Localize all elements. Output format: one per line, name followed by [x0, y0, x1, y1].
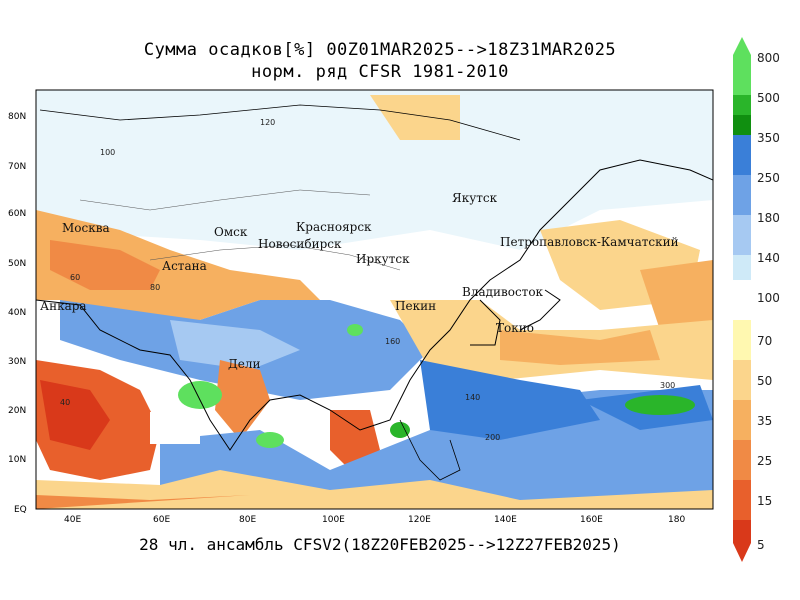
lon-tick-label: 60E — [153, 515, 170, 525]
lon-tick-label: 80E — [239, 515, 256, 525]
contour-label: 40 — [60, 398, 70, 407]
city-novosibirsk: Новосибирск — [258, 237, 342, 251]
contour-label: 300 — [660, 381, 675, 390]
contour-label: 140 — [465, 393, 480, 402]
latitude-axis: 80N 70N 60N 50N 40N 30N 20N 10N EQ — [8, 112, 27, 515]
lon-tick-label: 160E — [580, 515, 603, 525]
colorbar-label: 350 — [757, 131, 780, 145]
colorbar-swatch — [733, 175, 751, 215]
city-astana: Астана — [162, 259, 207, 273]
lon-tick-label: 120E — [408, 515, 431, 525]
colorbar-swatch — [733, 320, 751, 360]
city-irkutsk: Иркутск — [356, 252, 410, 266]
colorbar-swatch — [733, 55, 751, 95]
city-krasnoyarsk: Красноярск — [296, 220, 372, 234]
map-frame — [35, 89, 714, 510]
colorbar-swatch — [733, 480, 751, 520]
city-labels: Москва Омск Красноярск Новосибирск Иркут… — [40, 191, 679, 371]
lat-tick-label: 30N — [8, 357, 26, 367]
colorbar-label: 100 — [757, 291, 780, 305]
city-omsk: Омск — [214, 225, 248, 239]
map-title: Сумма осадков[%] 00Z01MAR2025-->18Z31MAR… — [143, 40, 617, 60]
colorbar-label: 70 — [757, 334, 772, 348]
lon-tick-label: 100E — [322, 515, 345, 525]
colorbar-swatch — [733, 400, 751, 440]
lon-tick-label: 180 — [668, 515, 685, 525]
colorbar-swatch — [733, 115, 751, 135]
lat-tick-label: 20N — [8, 406, 26, 416]
city-delhi: Дели — [228, 357, 260, 371]
colorbar-swatch — [733, 440, 751, 480]
lat-tick-label: 50N — [8, 259, 26, 269]
colorbar-swatch — [733, 215, 751, 255]
contour-label: 60 — [70, 273, 80, 282]
city-ankara: Анкара — [40, 299, 87, 313]
colorbar-bottom-arrow — [733, 543, 751, 562]
colorbar-label: 15 — [757, 494, 772, 508]
colorbar-top-arrow — [733, 37, 751, 55]
lat-tick-label: 60N — [8, 209, 26, 219]
colorbar-label: 500 — [757, 91, 780, 105]
city-vladivostok: Владивосток — [462, 285, 544, 299]
lat-tick-label: 10N — [8, 455, 26, 465]
lat-tick-label: 40N — [8, 308, 26, 318]
lon-tick-label: 140E — [494, 515, 517, 525]
lon-tick-label: 40E — [64, 515, 81, 525]
colorbar-swatch — [733, 135, 751, 175]
colorbar-label: 180 — [757, 211, 780, 225]
contour-label: 200 — [485, 433, 500, 442]
colorbar-label: 35 — [757, 414, 772, 428]
city-beijing: Пекин — [395, 299, 436, 313]
ensemble-caption: 28 чл. ансамбль CFSV2(18Z20FEB2025-->12Z… — [139, 535, 621, 554]
colorbar-label: 250 — [757, 171, 780, 185]
colorbar-swatch — [733, 255, 751, 280]
map-subtitle-normals: норм. ряд CFSR 1981-2010 — [251, 62, 509, 82]
lat-tick-label: 80N — [8, 112, 26, 122]
contour-label: 80 — [150, 283, 160, 292]
colorbar-label: 25 — [757, 454, 772, 468]
colorbar-label: 50 — [757, 374, 772, 388]
colorbar: 800 500 350 250 180 140 100 70 50 35 25 … — [733, 37, 780, 562]
longitude-axis: 40E 60E 80E 100E 120E 140E 160E 180 — [64, 515, 685, 525]
colorbar-label: 800 — [757, 51, 780, 65]
city-yakutsk: Якутск — [452, 191, 498, 205]
city-petropavlovsk: Петропавловск-Камчатский — [500, 235, 679, 249]
map-field — [36, 90, 713, 509]
lat-tick-label: 70N — [8, 162, 26, 172]
contour-label: 160 — [385, 337, 400, 346]
lat-tick-label: EQ — [14, 505, 27, 515]
colorbar-swatch — [733, 520, 751, 543]
contour-labels: 100 120 140 160 200 300 80 60 40 — [60, 118, 675, 442]
colorbar-label: 140 — [757, 251, 780, 265]
colorbar-swatch — [733, 95, 751, 115]
colorbar-swatch — [733, 360, 751, 400]
colorbar-label: 5 — [757, 538, 765, 552]
city-tokyo: Токио — [496, 321, 534, 335]
contour-label: 120 — [260, 118, 275, 127]
contour-label: 100 — [100, 148, 115, 157]
city-moscow: Москва — [62, 221, 110, 235]
